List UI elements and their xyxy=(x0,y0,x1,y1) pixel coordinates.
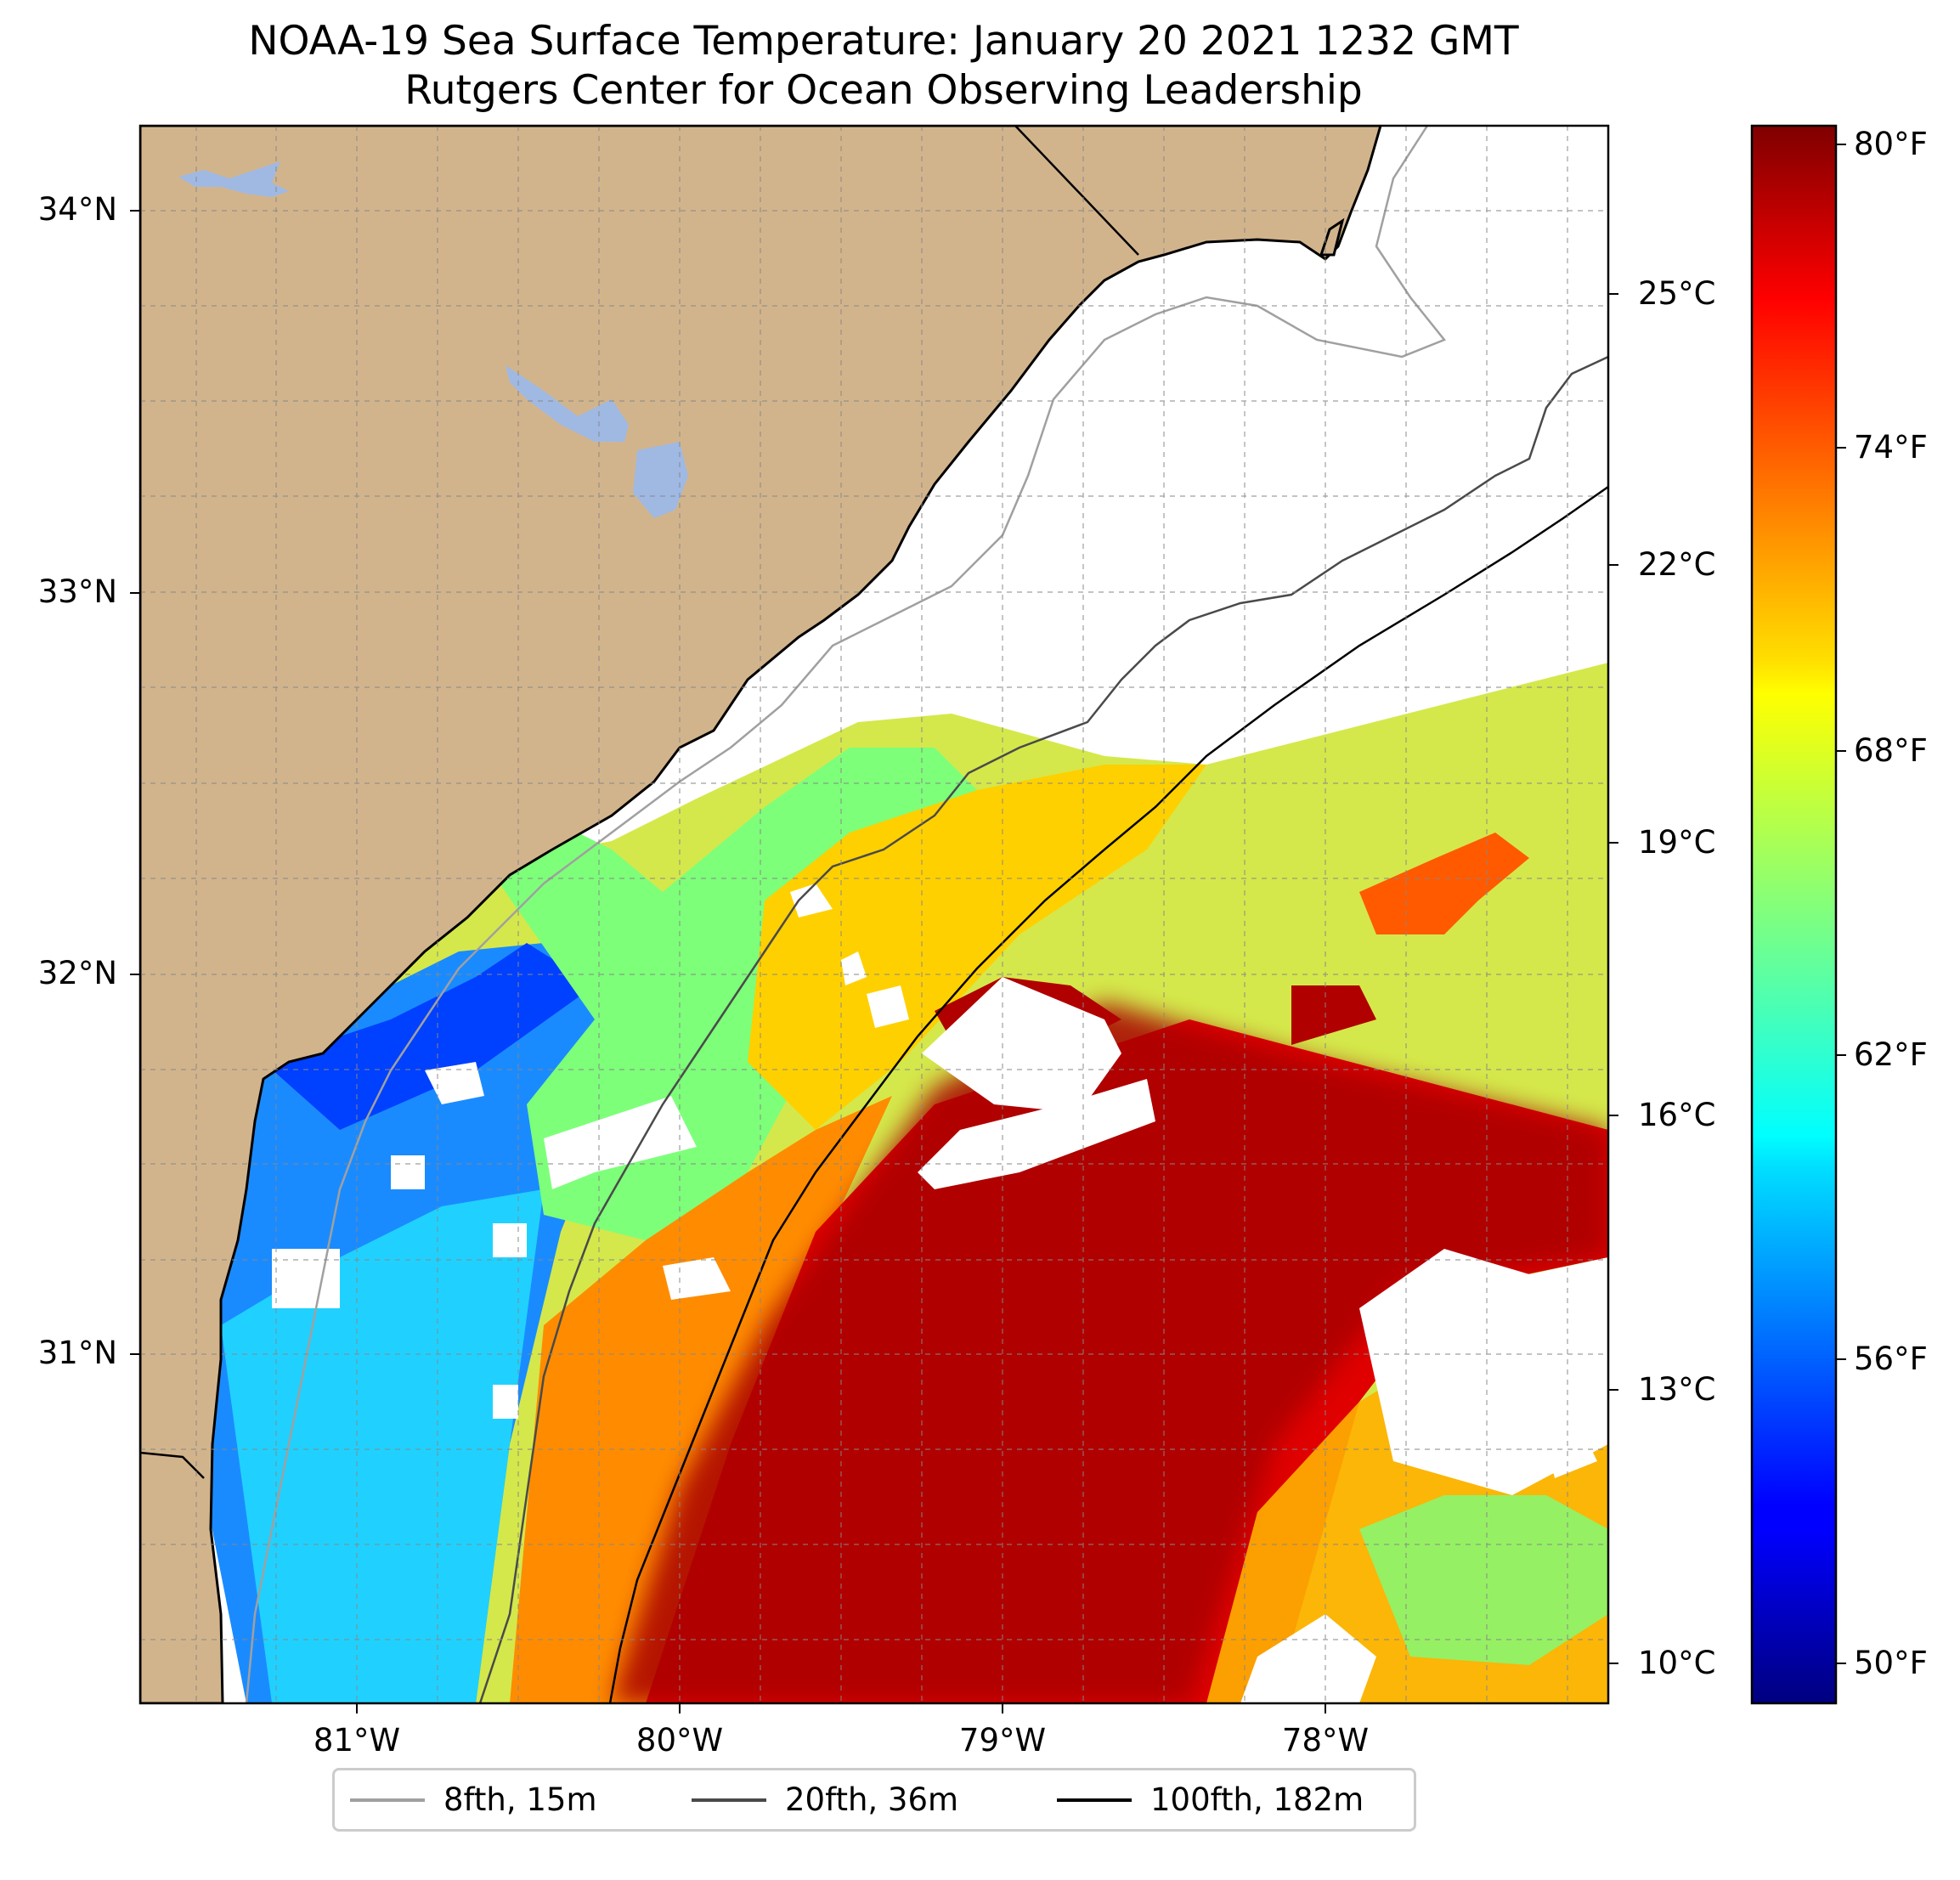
lake-north xyxy=(178,161,289,197)
cb-celsius-13: 13°C xyxy=(1638,1371,1716,1408)
cb-fahrenheit-80: 80°F xyxy=(1854,126,1928,162)
sst-cool-shelf xyxy=(221,1189,544,1703)
map-frame xyxy=(138,124,1610,1705)
lon-label-79: 79°W xyxy=(958,1722,1047,1759)
lat-label-33: 33°N xyxy=(37,573,117,610)
legend-label-20fth: 20fth, 36m xyxy=(785,1781,959,1818)
land-spit xyxy=(1319,217,1345,257)
legend-swatch-20fth xyxy=(692,1798,766,1802)
map-area xyxy=(140,126,1608,1703)
isobath-20fth xyxy=(478,355,1608,1703)
cb-fahrenheit-50: 50°F xyxy=(1854,1645,1928,1681)
chart-subtitle: Rutgers Center for Ocean Observing Leade… xyxy=(404,67,1363,114)
legend-label-8fth: 8fth, 15m xyxy=(443,1781,597,1818)
lake-marion xyxy=(506,365,629,442)
sst-offshore-patch xyxy=(1359,833,1529,934)
sst-warm-eddy-2 xyxy=(1291,985,1376,1045)
state-border xyxy=(1014,126,1139,256)
colorbar xyxy=(1750,124,1838,1705)
sst-field xyxy=(149,663,1608,1703)
sst-gulf-stream-core xyxy=(612,1002,1608,1703)
chart-title: NOAA-19 Sea Surface Temperature: January… xyxy=(248,18,1519,65)
cb-celsius-22: 22°C xyxy=(1638,546,1716,583)
legend-swatch-100fth xyxy=(1057,1798,1132,1802)
sst-east-green xyxy=(1359,1495,1608,1665)
sst-coldest-patch xyxy=(263,943,595,1130)
isobath-8fth xyxy=(245,126,1447,1703)
cb-fahrenheit-74: 74°F xyxy=(1854,429,1928,466)
cb-celsius-16: 16°C xyxy=(1638,1097,1716,1133)
cb-celsius-25: 25°C xyxy=(1638,275,1716,312)
state-border-ga-fl xyxy=(140,1451,205,1479)
lon-label-81: 81°W xyxy=(313,1722,401,1759)
axis-ticks xyxy=(130,210,1618,1713)
gridlines xyxy=(140,126,1608,1703)
lon-label-78: 78°W xyxy=(1281,1722,1370,1759)
lon-label-80: 80°W xyxy=(635,1722,724,1759)
legend-item-8fth: 8fth, 15m xyxy=(350,1770,597,1829)
lake-moultrie xyxy=(633,442,688,518)
cb-celsius-19: 19°C xyxy=(1638,824,1716,861)
legend-label-100fth: 100fth, 182m xyxy=(1150,1781,1364,1818)
lat-label-32: 32°N xyxy=(37,955,117,991)
isobath-100fth xyxy=(608,485,1608,1703)
sst-orange-band xyxy=(510,1096,892,1703)
legend: 8fth, 15m 20fth, 36m 100fth, 182m xyxy=(332,1768,1416,1832)
legend-item-20fth: 20fth, 36m xyxy=(692,1770,958,1829)
legend-swatch-8fth xyxy=(350,1798,425,1802)
colorbar-ticks xyxy=(1836,144,1846,1664)
cb-celsius-10: 10°C xyxy=(1638,1645,1716,1681)
cb-fahrenheit-62: 62°F xyxy=(1854,1036,1928,1073)
legend-item-100fth: 100fth, 182m xyxy=(1057,1770,1364,1829)
lat-label-31: 31°N xyxy=(37,1335,117,1371)
cb-fahrenheit-56: 56°F xyxy=(1854,1341,1928,1377)
lat-label-34: 34°N xyxy=(37,191,117,228)
cloud-gaps xyxy=(272,884,1608,1703)
cb-fahrenheit-68: 68°F xyxy=(1854,732,1928,769)
